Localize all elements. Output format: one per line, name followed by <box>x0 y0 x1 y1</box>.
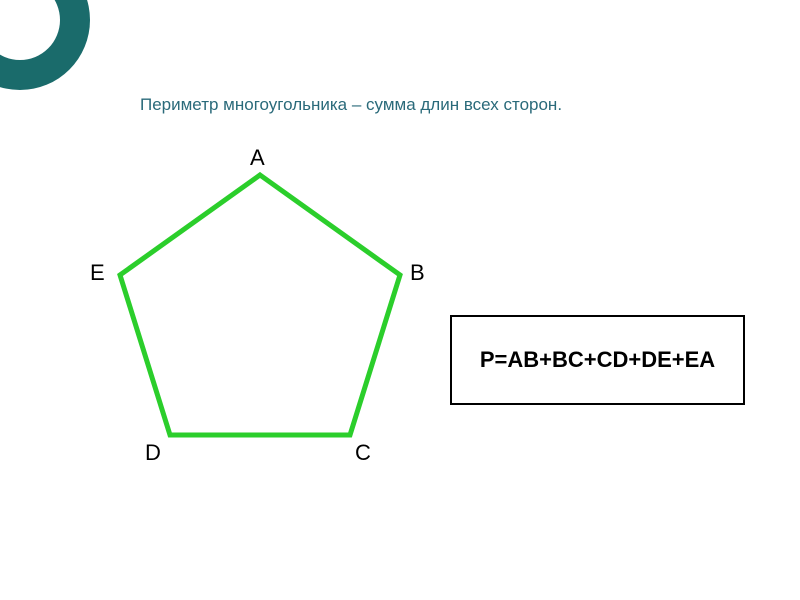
vertex-label-e: E <box>90 260 105 286</box>
vertex-label-d: D <box>145 440 161 466</box>
pentagon-diagram: A B C D E <box>60 145 440 485</box>
vertex-label-a: A <box>250 145 265 171</box>
pentagon-svg <box>60 145 460 485</box>
formula-box: P=AB+BC+CD+DE+EA <box>450 315 745 405</box>
vertex-label-c: C <box>355 440 371 466</box>
decoration-svg <box>0 0 90 90</box>
formula-text: P=AB+BC+CD+DE+EA <box>480 347 715 373</box>
vertex-label-b: B <box>410 260 425 286</box>
page-title: Периметр многоугольника – сумма длин все… <box>140 95 562 115</box>
corner-decoration <box>0 0 90 90</box>
pentagon-shape <box>120 175 400 435</box>
